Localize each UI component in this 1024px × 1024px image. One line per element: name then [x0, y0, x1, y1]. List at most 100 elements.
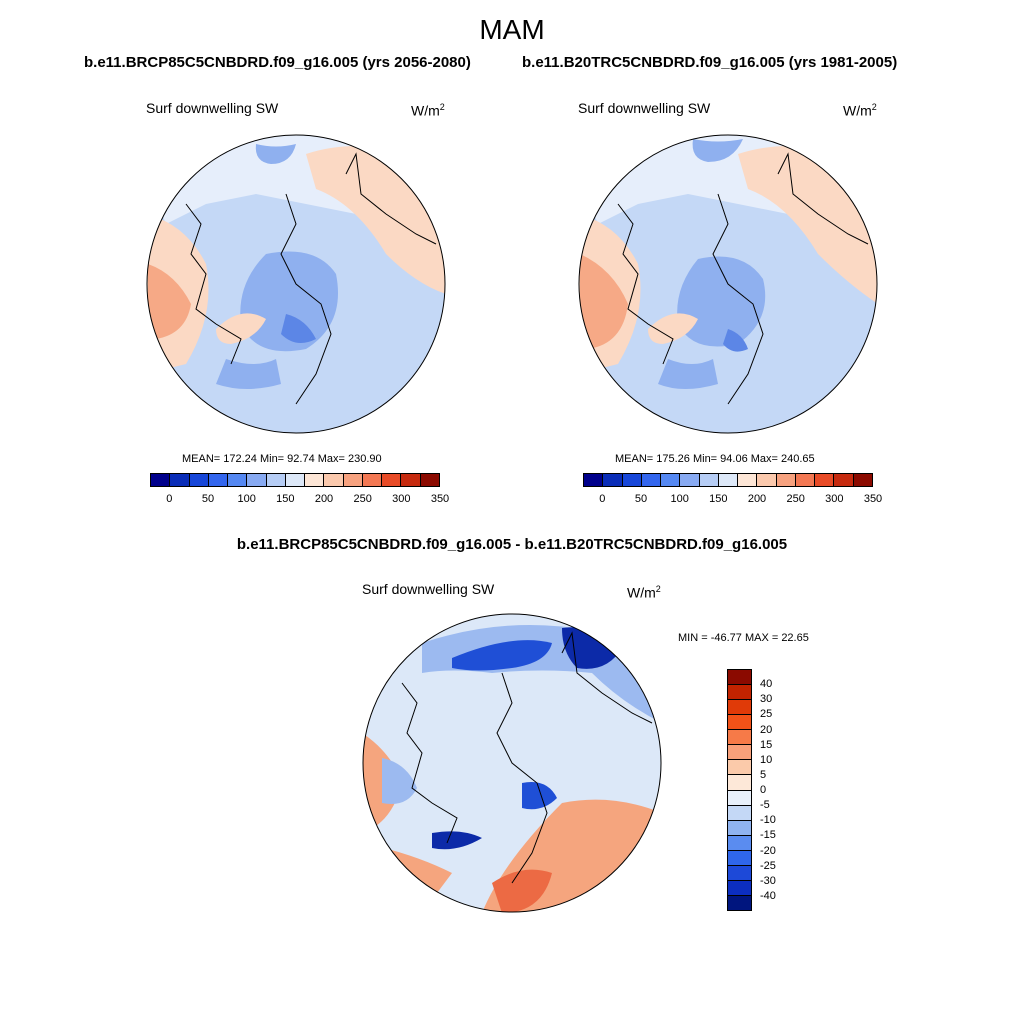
right-unit-label: W/m2 [843, 102, 877, 119]
difference-title: b.e11.BRCP85C5CNBDRD.f09_g16.005 - b.e11… [236, 536, 788, 553]
colorbar-swatch [776, 474, 796, 486]
right-stats: MEAN= 175.26 Min= 94.06 Max= 240.65 [615, 453, 815, 465]
left-variable-label: Surf downwelling SW [146, 100, 279, 116]
colorbar-tick-label: 350 [430, 493, 450, 505]
left-colorbar [150, 473, 440, 487]
colorbar-tick-label: 0 [760, 784, 767, 796]
right-case-title: b.e11.B20TRC5CNBDRD.f09_g16.005 (yrs 198… [522, 54, 898, 71]
colorbar-swatch [834, 474, 854, 486]
colorbar-tick-label: 250 [786, 493, 805, 505]
colorbar-tick-label: 200 [314, 493, 334, 505]
right-colorbar-ticks: 0 50 100 150 200 250 300 350 [583, 493, 882, 507]
map-greenland-blue [382, 758, 417, 804]
colorbar-swatch [728, 775, 751, 791]
figure-title: MAM [479, 14, 545, 45]
map-top-bluepatch [255, 144, 296, 164]
colorbar-tick-label: -25 [760, 859, 776, 872]
diff-colorbar-labels: 40 30 25 20 15 10 5 0 -5 -10 -15 -20 -25 -30 -40 [760, 669, 800, 911]
map-arctic-deepblue [281, 314, 316, 343]
colorbar-tick-label: 20 [760, 723, 773, 736]
map-lower-midblue [658, 359, 718, 389]
map-lower-midblue [216, 359, 281, 389]
colorbar-tick-label: 200 [747, 493, 767, 505]
colorbar-tick-label: 50 [201, 493, 215, 505]
map-greenland-ice [648, 313, 698, 344]
colorbar-swatch [728, 670, 751, 686]
map-lower-darkblue [432, 831, 482, 850]
colorbar-swatch [266, 474, 286, 486]
colorbar-tick-label: -5 [760, 799, 770, 812]
coastlines [185, 152, 437, 405]
right-variable-label: Surf downwelling SW [578, 100, 711, 116]
colorbar-tick-label: 25 [760, 708, 773, 721]
colorbar-swatch [362, 474, 383, 486]
colorbar-swatch [170, 474, 190, 486]
difference-polar-map [362, 613, 662, 913]
left-polar-map [146, 134, 446, 434]
colorbar-tick-label: 0 [166, 493, 173, 505]
colorbar-swatch [728, 835, 751, 851]
diff-colorbar [727, 669, 752, 911]
colorbar-swatch [603, 474, 623, 486]
map-arctic-midblue [677, 256, 766, 347]
colorbar-tick-label: 0 [599, 493, 606, 505]
colorbar-swatch [728, 790, 751, 806]
coastlines [401, 631, 653, 884]
colorbar-tick-label: -30 [760, 874, 776, 887]
colorbar-swatch [584, 474, 604, 486]
colorbar-tick-label: -10 [760, 814, 776, 827]
colorbar-swatch [728, 685, 751, 701]
colorbar-tick-label: 15 [760, 738, 773, 751]
colorbar-swatch [728, 700, 751, 716]
colorbar-swatch [208, 474, 229, 486]
colorbar-swatch [728, 880, 751, 896]
left-colorbar-ticks: 0 50 100 150 200 250 300 350 [150, 493, 449, 507]
map-lower-band [147, 394, 445, 433]
colorbar-swatch [815, 474, 835, 486]
map-upper-darkblue [452, 640, 552, 671]
colorbar-swatch [622, 474, 642, 486]
colorbar-swatch [343, 474, 363, 486]
left-stats: MEAN= 172.24 Min= 92.74 Max= 230.90 [182, 453, 382, 465]
colorbar-tick-label: 40 [760, 678, 773, 691]
colorbar-swatch [420, 474, 439, 486]
map-arctic-deepblue [723, 329, 748, 352]
colorbar-swatch [728, 895, 751, 910]
colorbar-tick-label: 150 [709, 493, 728, 505]
colorbar-swatch [718, 474, 739, 486]
map-top-bluepatch [692, 139, 743, 162]
colorbar-tick-label: 150 [276, 493, 295, 505]
map-greenland-ice [216, 313, 266, 344]
colorbar-swatch [728, 760, 751, 776]
colorbar-swatch [228, 474, 248, 486]
colorbar-swatch [728, 820, 751, 836]
colorbar-swatch [853, 474, 872, 486]
colorbar-swatch [728, 730, 751, 746]
colorbar-swatch [382, 474, 402, 486]
colorbar-tick-label: 350 [863, 493, 883, 505]
coastlines [617, 152, 869, 405]
colorbar-tick-label: 100 [670, 493, 689, 505]
colorbar-tick-label: 300 [392, 493, 411, 505]
colorbar-swatch [728, 715, 751, 731]
colorbar-swatch [401, 474, 421, 486]
colorbar-tick-label: 50 [634, 493, 648, 505]
map-lower-red [492, 869, 552, 912]
colorbar-swatch [661, 474, 681, 486]
colorbar-swatch [699, 474, 719, 486]
colorbar-swatch [738, 474, 758, 486]
colorbar-tick-label: -20 [760, 844, 776, 857]
colorbar-swatch [285, 474, 306, 486]
right-colorbar [583, 473, 873, 487]
colorbar-swatch [795, 474, 816, 486]
colorbar-tick-label: -40 [760, 889, 776, 902]
colorbar-swatch [151, 474, 171, 486]
left-unit-label: W/m2 [411, 102, 445, 119]
colorbar-swatch [305, 474, 325, 486]
colorbar-swatch [757, 474, 777, 486]
colorbar-tick-label: 5 [760, 768, 767, 781]
colorbar-swatch [189, 474, 209, 486]
right-polar-map [578, 134, 878, 434]
left-case-title: b.e11.BRCP85C5CNBDRD.f09_g16.005 (yrs 20… [84, 54, 471, 71]
colorbar-swatch [680, 474, 700, 486]
